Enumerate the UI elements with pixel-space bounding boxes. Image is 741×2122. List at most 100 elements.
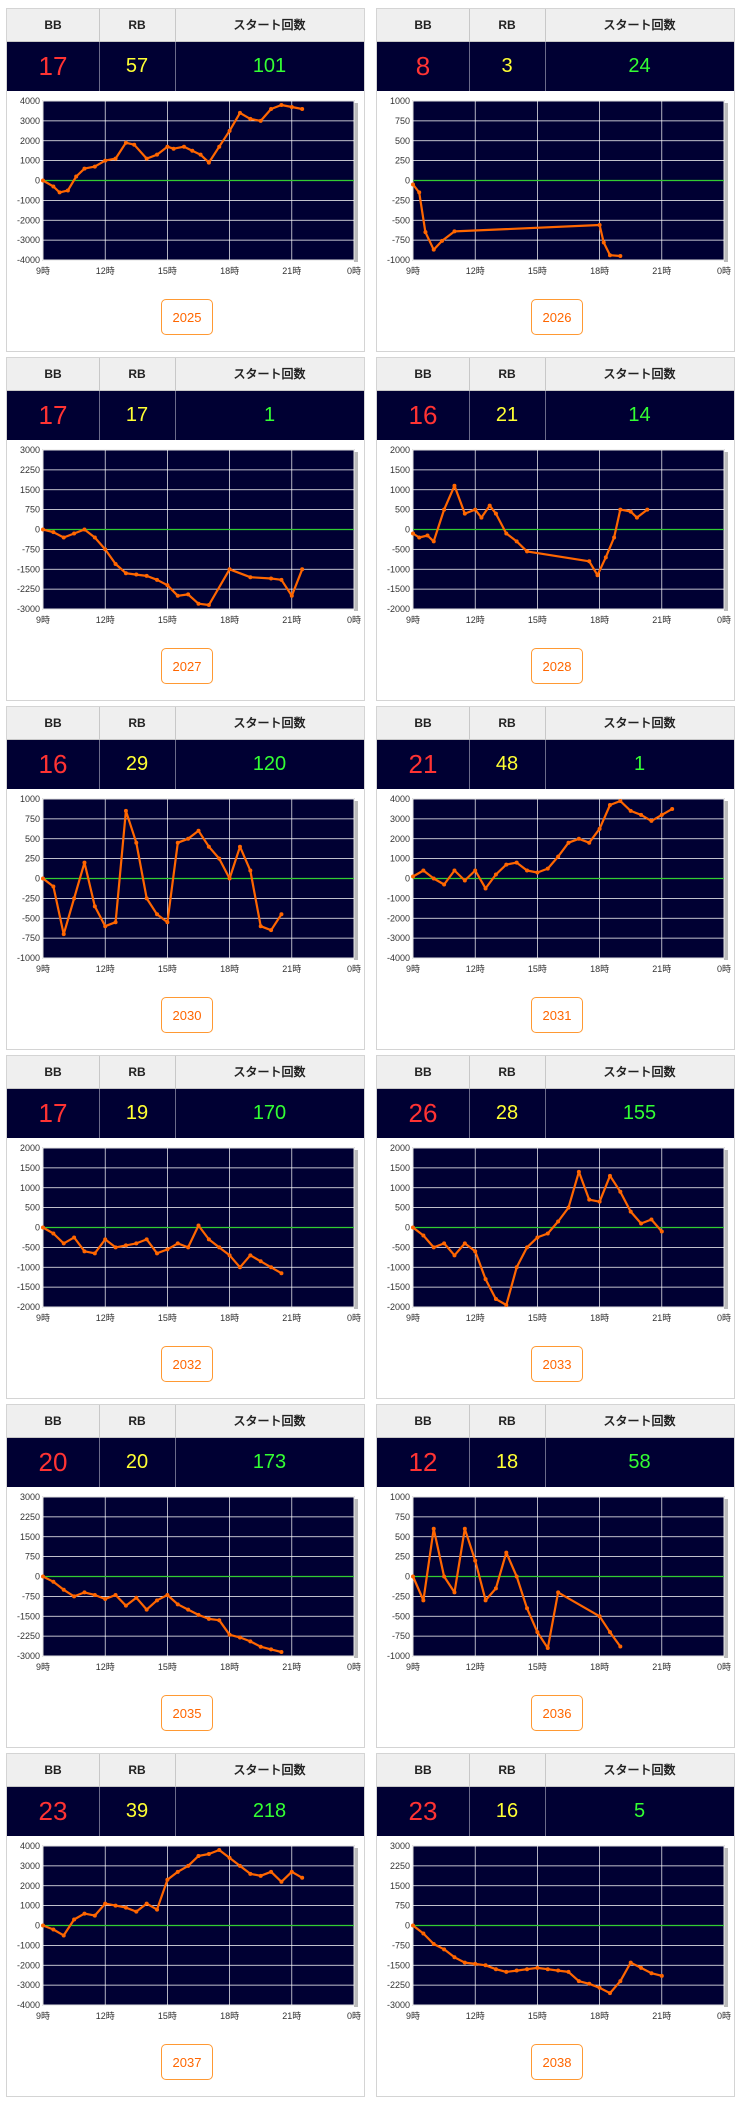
data-point: [258, 1259, 263, 1264]
data-point: [155, 1251, 160, 1256]
data-point: [144, 1901, 149, 1906]
x-tick-label: 21時: [652, 266, 671, 276]
machine-card: BB RB スタート回数 17 57 101 4000 3000 2000 1000 0 -1000 -…: [6, 8, 365, 352]
machine-number-button[interactable]: 2035: [161, 1695, 213, 1731]
data-point: [269, 1869, 274, 1874]
header-divider: [545, 1754, 546, 1786]
machine-number-button[interactable]: 2031: [531, 997, 583, 1033]
data-point: [190, 148, 195, 153]
y-tick-label: -1000: [387, 255, 410, 265]
data-point: [165, 144, 170, 149]
y-tick-label: 0: [405, 176, 410, 186]
machine-card: BB RB スタート回数 12 18 58 1000 750 500 250 0 -250 -500 -7…: [376, 1404, 735, 1748]
y-tick-label: 4000: [390, 794, 410, 804]
data-point: [535, 870, 540, 875]
machine-number-button[interactable]: 2027: [161, 648, 213, 684]
machine-number-button[interactable]: 2026: [531, 299, 583, 335]
data-point: [493, 872, 498, 877]
machine-card: BB RB スタート回数 20 20 173 3000 2250 1500 750 0 -750 -15…: [6, 1404, 365, 1748]
machine-number-button[interactable]: 2025: [161, 299, 213, 335]
machine-number-button[interactable]: 2036: [531, 1695, 583, 1731]
data-point: [41, 1923, 45, 1928]
data-point: [175, 593, 180, 598]
data-point: [155, 577, 160, 582]
x-tick-label: 0時: [347, 1662, 361, 1672]
header-rb: RB: [128, 367, 146, 381]
machine-number-button[interactable]: 2028: [531, 648, 583, 684]
header-start: スタート回数: [603, 716, 676, 730]
x-tick-label: 18時: [220, 1662, 239, 1672]
value-divider: [99, 1438, 100, 1487]
x-tick-label: 18時: [590, 266, 609, 276]
data-point: [134, 1241, 139, 1246]
header-rb: RB: [498, 1763, 516, 1777]
y-tick-label: -1000: [17, 953, 40, 963]
machine-number-button[interactable]: 2032: [161, 1346, 213, 1382]
x-tick-label: 15時: [528, 1313, 547, 1323]
data-point: [113, 1903, 118, 1908]
data-point: [525, 549, 530, 554]
y-tick-label: 1000: [390, 1492, 410, 1502]
value-divider: [175, 42, 176, 91]
data-point: [556, 854, 561, 859]
data-point: [487, 503, 492, 508]
data-point: [269, 106, 274, 111]
machine-number-button[interactable]: 2030: [161, 997, 213, 1033]
data-point: [442, 1241, 447, 1246]
data-point: [514, 1265, 519, 1270]
data-point: [411, 1574, 415, 1579]
bb-count: 23: [38, 1796, 68, 1826]
data-point: [123, 1603, 128, 1608]
data-point: [479, 515, 484, 520]
data-point: [61, 932, 66, 937]
machine-card: BB RB スタート回数 17 19 170 2000 1500 1000 500 0 -500 -10…: [6, 1055, 365, 1399]
data-point: [289, 1869, 294, 1874]
header-rb: RB: [498, 1065, 516, 1079]
y-tick-label: -1500: [387, 1282, 410, 1292]
x-tick-label: 0時: [717, 615, 731, 625]
data-point: [566, 1205, 571, 1210]
data-point: [442, 1947, 447, 1952]
header-rb: RB: [498, 18, 516, 32]
header-divider: [99, 707, 100, 739]
y-tick-label: -2000: [387, 604, 410, 614]
data-point: [51, 1579, 56, 1584]
data-point: [618, 507, 623, 512]
counts-row: 8 3 24: [377, 42, 734, 91]
value-divider: [469, 1438, 470, 1487]
data-point: [206, 1851, 211, 1856]
bb-count: 17: [38, 400, 68, 430]
data-point: [196, 1612, 201, 1617]
y-tick-label: -3000: [17, 1980, 40, 1990]
data-point: [279, 1271, 284, 1276]
data-point: [113, 920, 118, 925]
data-point: [618, 798, 623, 803]
data-point: [72, 531, 77, 536]
y-tick-label: -1000: [387, 893, 410, 903]
data-point: [411, 182, 415, 187]
data-point: [198, 152, 203, 157]
start-count: 120: [252, 753, 287, 775]
bb-count: 20: [38, 1447, 68, 1477]
table-header: BB RB スタート回数: [377, 1405, 734, 1438]
data-point: [144, 156, 149, 161]
data-point: [300, 106, 305, 111]
data-point: [103, 1597, 108, 1602]
data-point: [41, 1225, 45, 1230]
bb-count: 23: [408, 1796, 438, 1826]
machine-card: BB RB スタート回数 16 29 120 1000 750 500 250 0 -250 -500 -…: [6, 706, 365, 1050]
x-tick-label: 15時: [528, 964, 547, 974]
machine-number-button[interactable]: 2037: [161, 2044, 213, 2080]
data-point: [186, 592, 191, 597]
header-rb: RB: [498, 367, 516, 381]
data-point: [473, 1558, 478, 1563]
machine-number-button[interactable]: 2038: [531, 2044, 583, 2080]
y-tick-label: 500: [25, 1203, 40, 1213]
rb-count: 17: [125, 404, 149, 426]
data-point: [144, 1607, 149, 1612]
x-tick-label: 0時: [347, 2011, 361, 2021]
data-point: [576, 1979, 581, 1984]
machine-number-button[interactable]: 2033: [531, 1346, 583, 1382]
data-point: [597, 1985, 602, 1990]
x-tick-label: 15時: [528, 266, 547, 276]
